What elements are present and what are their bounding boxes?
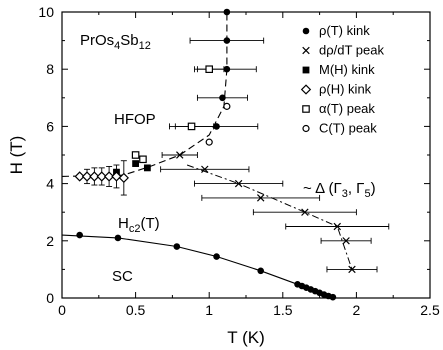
data-point-series-6 xyxy=(173,243,181,250)
hfop-region-label: HFOP xyxy=(114,111,156,128)
delta-sub1: 3 xyxy=(342,188,348,200)
data-point-series-3 xyxy=(89,171,100,182)
data-point-series-5 xyxy=(205,138,213,146)
data-point-series-1 xyxy=(234,179,243,188)
hc2-curve xyxy=(61,234,336,299)
material-sub1: 4 xyxy=(114,40,120,52)
y-tick-label: 0 xyxy=(46,290,54,306)
data-point-series-1 xyxy=(176,151,184,159)
data-marks xyxy=(74,8,356,301)
y-tick-label: 2 xyxy=(46,233,54,249)
legend-label-0: ρ(T) kink xyxy=(319,23,370,38)
hc2-sub: c2 xyxy=(129,223,141,235)
legend-label-5: C(T) peak xyxy=(319,121,377,136)
x-tick-label: 1.5 xyxy=(273,302,293,318)
legend-label-1: dρ/dT peak xyxy=(319,43,384,58)
data-point-series-4 xyxy=(205,65,214,74)
sc-region-label: SC xyxy=(112,268,133,285)
data-point-series-6 xyxy=(76,231,83,239)
data-point-series-4 xyxy=(139,155,147,164)
data-point-series-1 xyxy=(348,265,356,274)
data-point-series-5 xyxy=(223,102,231,110)
x-tick-label: 0 xyxy=(58,302,66,318)
material-label: PrOs4Sb12 xyxy=(80,32,151,52)
data-point-series-1 xyxy=(201,165,209,174)
axes: 0 0.5 1 1.5 2 2.5 0 2 4 6 8 10 T (K) H (T) xyxy=(7,4,440,347)
data-point-series-3 xyxy=(103,171,115,182)
data-point-series-2 xyxy=(132,160,139,167)
data-point-series-2 xyxy=(143,164,151,172)
material-base: PrOs xyxy=(80,32,114,49)
data-point-series-6 xyxy=(114,234,122,242)
data-point-series-1 xyxy=(301,208,309,216)
data-point-series-3 xyxy=(111,171,122,182)
data-point-series-6 xyxy=(329,293,337,301)
data-point-series-4 xyxy=(131,151,140,159)
data-point-series-4 xyxy=(187,122,196,131)
data-point-series-0 xyxy=(219,94,226,102)
x-axis-label: T (K) xyxy=(227,328,264,347)
data-point-series-6 xyxy=(213,253,220,260)
legend-marker-4 xyxy=(302,105,310,113)
data-point-series-3 xyxy=(118,172,129,184)
data-point-series-0 xyxy=(213,123,220,130)
legend-marker-2 xyxy=(302,66,310,74)
curves xyxy=(61,12,353,299)
data-point-series-1 xyxy=(333,222,341,231)
x-tick-label: 2 xyxy=(353,302,361,318)
data-point-series-3 xyxy=(74,171,85,182)
x-tick-label: 1 xyxy=(205,302,213,318)
legend-marker-1 xyxy=(302,46,310,55)
delta-sub2: 5 xyxy=(364,188,370,200)
x-tick-label: 2.5 xyxy=(420,302,440,318)
y-tick-label: 8 xyxy=(46,61,54,77)
hc2-base: H xyxy=(118,215,129,232)
delta-mid: , Γ xyxy=(348,180,365,197)
data-point-series-0 xyxy=(223,37,231,44)
material-mid: Sb xyxy=(120,32,138,49)
hfop-boundary-curve xyxy=(61,12,228,177)
legend-label-3: ρ(H) kink xyxy=(319,82,372,97)
delta-part1: ~ Δ (Γ xyxy=(303,180,342,197)
legend-label-4: α(T) peak xyxy=(319,101,375,116)
hc2-tail: (T) xyxy=(140,215,159,232)
hc2-label: Hc2(T) xyxy=(118,215,160,235)
legend-marker-0 xyxy=(302,27,310,35)
data-point-series-3 xyxy=(81,171,93,182)
delta-end: ) xyxy=(371,180,376,197)
y-tick-label: 4 xyxy=(46,176,54,192)
material-sub2: 12 xyxy=(139,40,151,52)
legend-marker-5 xyxy=(302,124,310,133)
y-tick-label: 6 xyxy=(46,118,54,134)
legend-marker-3 xyxy=(300,84,312,95)
data-point-series-6 xyxy=(257,267,265,275)
legend: ρ(T) kink dρ/dT peak M(H) kink ρ(H) kink α(T… xyxy=(300,23,384,136)
annotations: PrOs4Sb12 HFOP Hc2(T) SC ~ Δ (Γ3, Γ5) xyxy=(80,32,376,285)
data-point-series-1 xyxy=(342,237,350,245)
y-tick-label: 10 xyxy=(38,4,54,20)
y-axis-label: H (T) xyxy=(7,136,26,175)
data-point-series-1 xyxy=(256,194,265,202)
legend-label-2: M(H) kink xyxy=(319,62,375,77)
data-point-series-0 xyxy=(223,8,231,16)
data-point-series-0 xyxy=(223,65,231,73)
data-point-series-3 xyxy=(96,171,107,182)
delta-gap-label: ~ Δ (Γ3, Γ5) xyxy=(303,180,376,200)
x-tick-label: 0.5 xyxy=(126,302,146,318)
